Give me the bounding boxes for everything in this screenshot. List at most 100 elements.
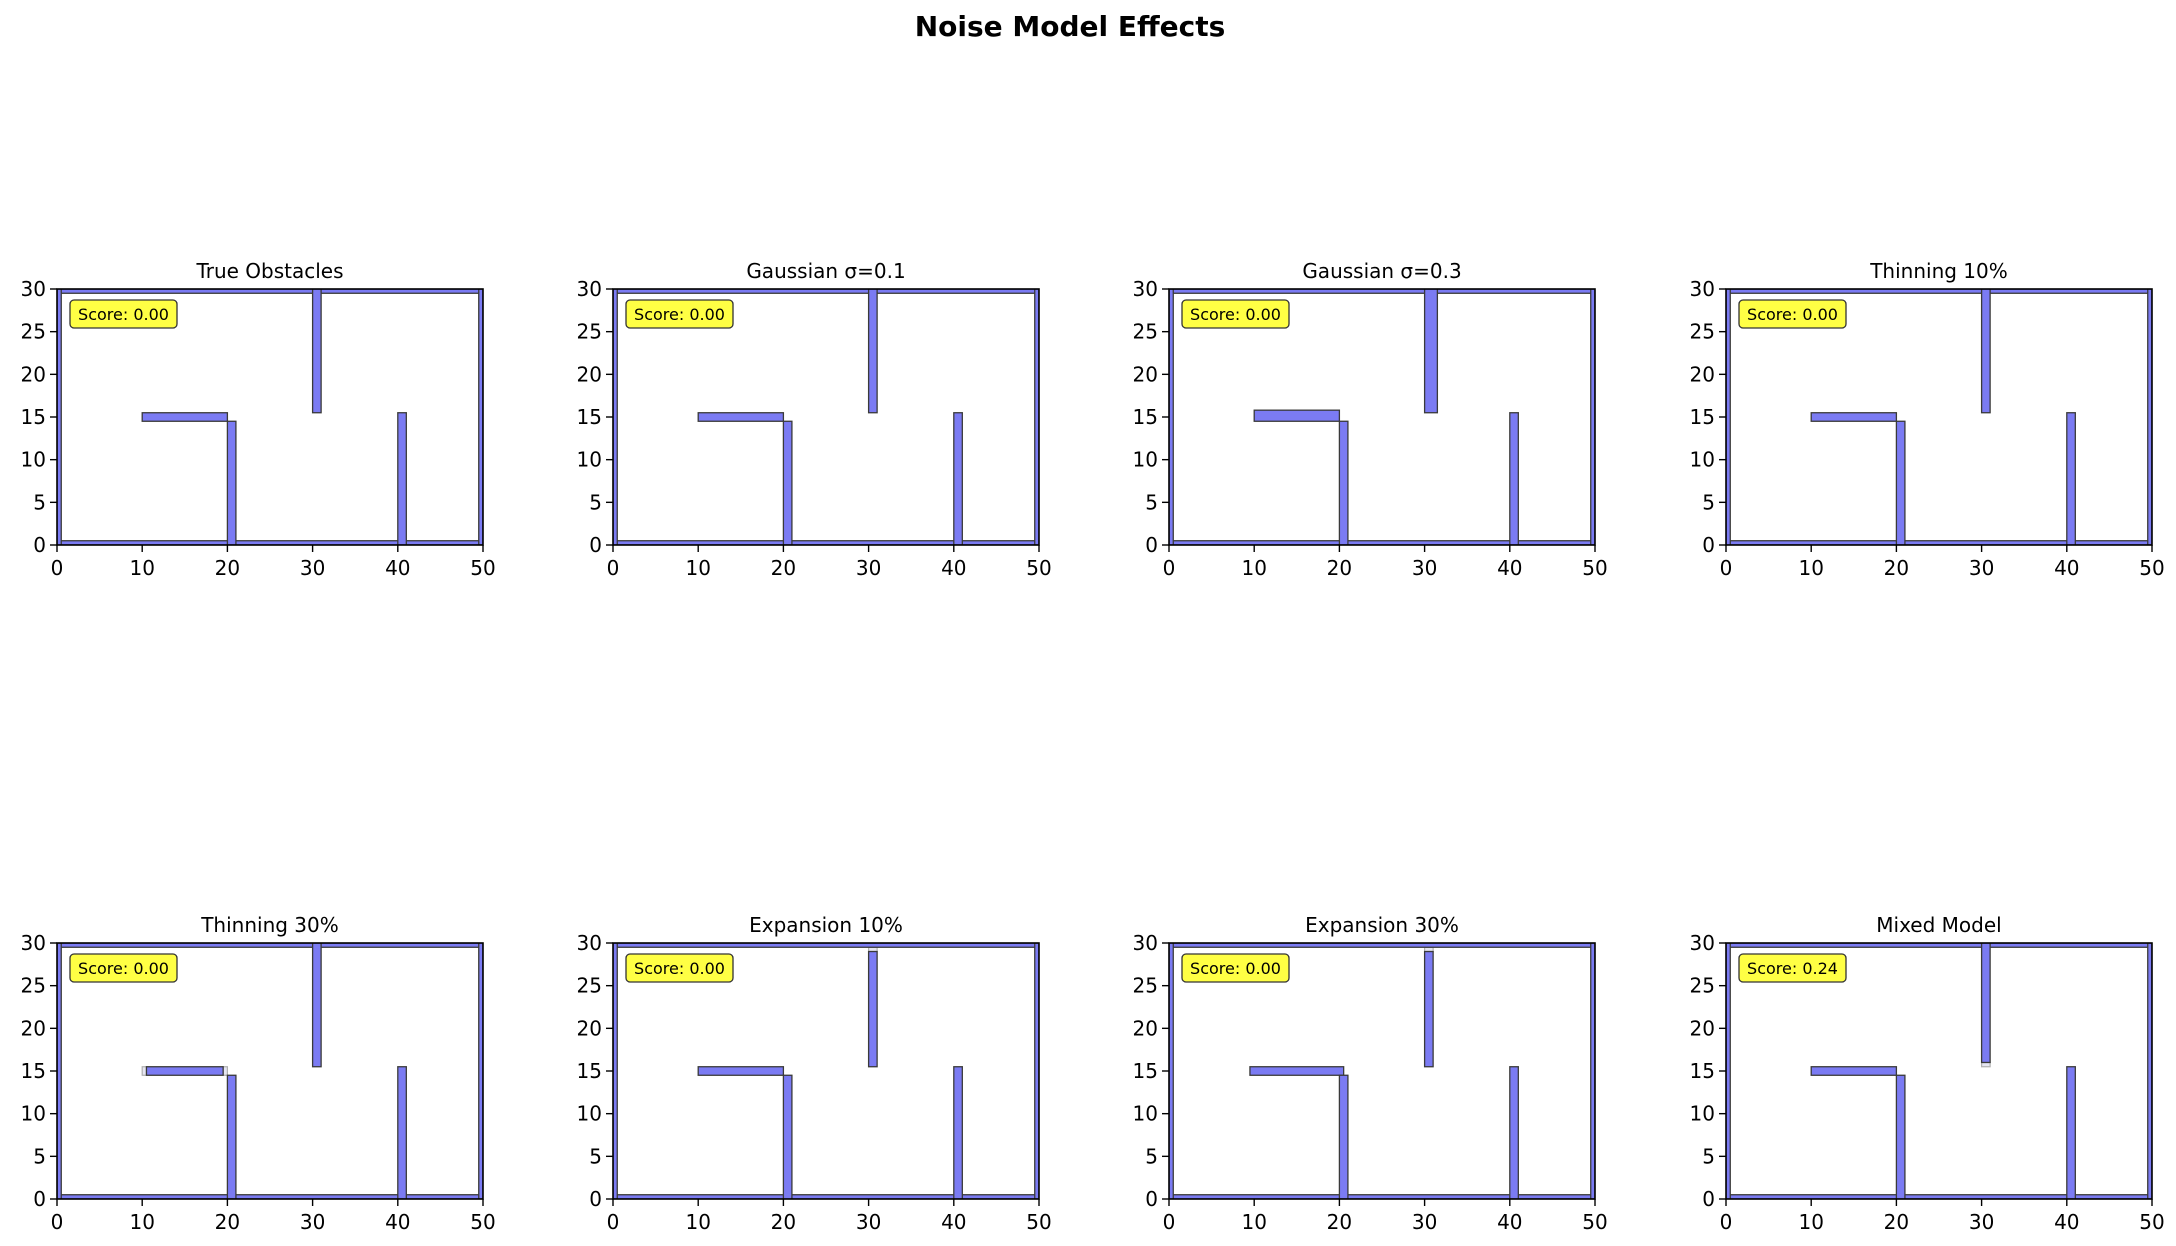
y-tick-label: 5 xyxy=(1702,1144,1715,1168)
obstacle-rect xyxy=(1169,943,1174,1199)
y-tick-label: 0 xyxy=(33,1187,46,1211)
x-tick-label: 30 xyxy=(300,556,325,580)
y-tick-label: 0 xyxy=(589,1187,602,1211)
obstacle-rect xyxy=(1895,420,1906,545)
obstacle-rect xyxy=(953,1066,963,1199)
obstacle-rect xyxy=(1338,1074,1349,1199)
obstacle-rect xyxy=(57,289,483,294)
x-tick-label: 0 xyxy=(51,556,64,580)
x-tick-label: 0 xyxy=(1720,556,1733,580)
obstacle-layer xyxy=(613,289,1039,545)
y-tick-label: 25 xyxy=(577,320,602,344)
x-tick-label: 40 xyxy=(941,1210,966,1234)
obstacle-rect xyxy=(697,412,785,422)
subplot-title: Gaussian σ=0.3 xyxy=(1302,259,1461,283)
obstacle-rect xyxy=(1509,1066,1519,1199)
x-tick-label: 50 xyxy=(2139,1210,2164,1234)
obstacle-rect xyxy=(1726,540,2152,545)
y-tick-label: 30 xyxy=(1133,277,1158,301)
y-tick-label: 15 xyxy=(577,405,602,429)
y-tick-label: 30 xyxy=(1690,931,1715,955)
x-tick-label: 0 xyxy=(1163,1210,1176,1234)
obstacle-rect xyxy=(1980,289,1991,414)
plot-area xyxy=(1726,289,2152,545)
y-tick-label: 15 xyxy=(1690,1059,1715,1083)
subplot-8: 0 10 20 30 40 50 0 5 10 15 20 25 30 Mixed Model Score:… xyxy=(1690,913,2165,1234)
x-tick-label: 10 xyxy=(1798,556,1823,580)
subplot-title: True Obstacles xyxy=(195,259,343,283)
y-tick-label: 5 xyxy=(1702,490,1715,514)
y-tick-label: 0 xyxy=(589,533,602,557)
y-tick-label: 0 xyxy=(1145,533,1158,557)
obstacle-rect xyxy=(1169,540,1595,545)
x-tick-label: 10 xyxy=(1241,556,1266,580)
obstacle-rect xyxy=(1726,943,1731,1199)
subplot-5: 0 10 20 30 40 50 0 5 10 15 20 25 30 Thinning 30% Score… xyxy=(21,913,496,1234)
plot-area xyxy=(57,289,483,545)
y-tick-label: 15 xyxy=(1133,1059,1158,1083)
y-tick-label: 25 xyxy=(21,320,46,344)
obstacle-layer xyxy=(613,943,1039,1199)
obstacle-rect xyxy=(1423,950,1434,1068)
y-tick-label: 30 xyxy=(1133,931,1158,955)
score-text: Score: 0.00 xyxy=(1190,305,1281,324)
obstacle-rect xyxy=(1895,1074,1906,1199)
y-tick-label: 10 xyxy=(1133,448,1158,472)
obstacle-rect xyxy=(1249,1066,1345,1076)
y-tick-label: 10 xyxy=(577,1102,602,1126)
y-tick-label: 15 xyxy=(1133,405,1158,429)
obstacle-rect xyxy=(1810,412,1898,422)
x-tick-label: 20 xyxy=(771,1210,796,1234)
y-tick-label: 20 xyxy=(1690,1016,1715,1040)
x-tick-label: 20 xyxy=(1327,1210,1352,1234)
plot-area xyxy=(613,289,1039,545)
x-tick-label: 10 xyxy=(685,556,710,580)
subplot-title: Thinning 30% xyxy=(200,913,339,937)
y-tick-label: 5 xyxy=(589,1144,602,1168)
x-tick-label: 30 xyxy=(300,1210,325,1234)
x-tick-label: 40 xyxy=(2054,556,2079,580)
x-tick-label: 0 xyxy=(1163,556,1176,580)
obstacle-rect xyxy=(953,412,963,545)
x-tick-label: 20 xyxy=(771,556,796,580)
x-tick-label: 30 xyxy=(856,1210,881,1234)
y-tick-label: 10 xyxy=(1133,1102,1158,1126)
obstacle-layer xyxy=(57,943,483,1199)
obstacle-rect xyxy=(613,289,618,545)
y-tick-label: 0 xyxy=(33,533,46,557)
score-badge xyxy=(1181,299,1290,329)
obstacle-rect xyxy=(226,420,237,545)
subplot-3: 0 10 20 30 40 50 0 5 10 15 20 25 30 Gaussian σ=0.3 Sco… xyxy=(1133,259,1608,580)
x-tick-label: 30 xyxy=(1412,1210,1437,1234)
obstacle-rect xyxy=(57,943,483,948)
x-tick-label: 50 xyxy=(470,556,495,580)
x-tick-label: 50 xyxy=(1026,556,1051,580)
plot-area xyxy=(1726,943,2152,1199)
score-text: Score: 0.00 xyxy=(78,959,169,978)
subplot-title: Gaussian σ=0.1 xyxy=(746,259,905,283)
subplot-6: 0 10 20 30 40 50 0 5 10 15 20 25 30 Expansion 10% Scor… xyxy=(577,913,1052,1234)
obstacle-rect xyxy=(145,1066,224,1076)
obstacle-rect xyxy=(782,1074,793,1199)
x-tick-label: 0 xyxy=(607,1210,620,1234)
obstacle-layer xyxy=(57,289,483,545)
x-tick-label: 50 xyxy=(470,1210,495,1234)
x-tick-label: 40 xyxy=(1497,556,1522,580)
y-tick-label: 25 xyxy=(577,974,602,998)
obstacle-rect xyxy=(397,412,407,545)
obstacle-rect xyxy=(613,540,1039,545)
y-tick-label: 30 xyxy=(21,931,46,955)
x-tick-label: 30 xyxy=(856,556,881,580)
y-tick-label: 0 xyxy=(1145,1187,1158,1211)
y-tick-label: 10 xyxy=(1690,448,1715,472)
obstacle-rect xyxy=(397,1066,407,1199)
x-tick-label: 40 xyxy=(2054,1210,2079,1234)
y-tick-label: 30 xyxy=(577,931,602,955)
plot-area xyxy=(1169,289,1595,545)
y-tick-label: 10 xyxy=(1690,1102,1715,1126)
x-tick-label: 10 xyxy=(685,1210,710,1234)
x-tick-label: 20 xyxy=(215,556,240,580)
score-text: Score: 0.00 xyxy=(1747,305,1838,324)
y-tick-label: 20 xyxy=(1690,362,1715,386)
